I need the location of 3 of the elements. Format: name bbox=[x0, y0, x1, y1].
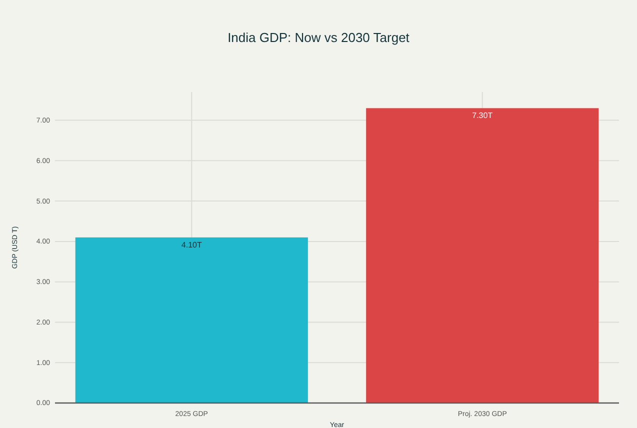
chart-title: India GDP: Now vs 2030 Target bbox=[228, 30, 410, 45]
data-label: 7.30T bbox=[472, 111, 493, 120]
data-label: 4.10T bbox=[181, 240, 202, 250]
